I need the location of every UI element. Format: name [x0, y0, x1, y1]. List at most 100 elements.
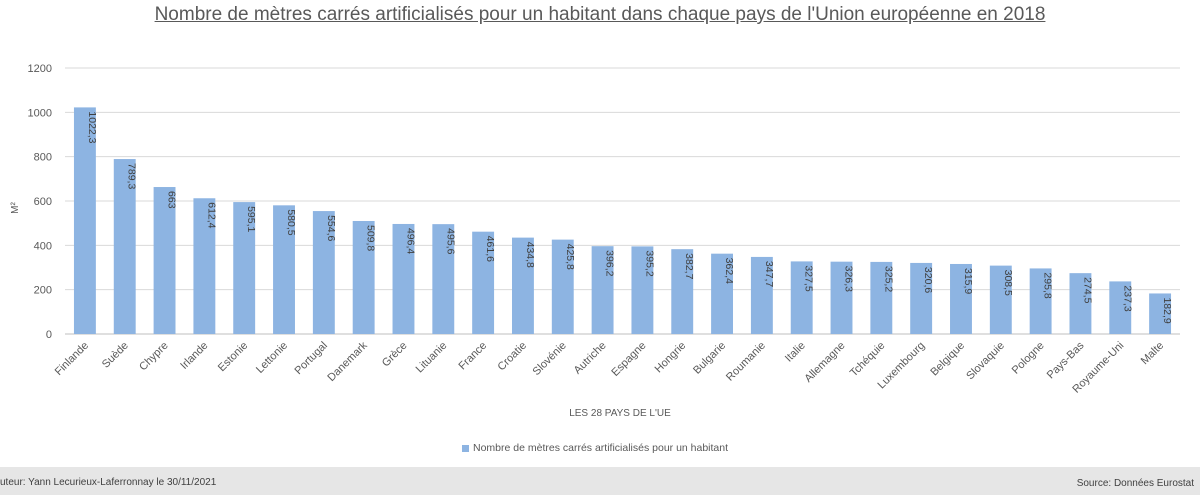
- data-label: 382,7: [683, 253, 695, 279]
- data-label: 595,1: [245, 206, 257, 232]
- data-label: 326,3: [843, 266, 855, 292]
- bar: [1069, 273, 1092, 334]
- footer-source: Source: Données Eurostat: [1076, 478, 1194, 489]
- bar: [551, 239, 574, 334]
- data-label: 495,6: [444, 228, 456, 254]
- x-tick-label: Grèce: [380, 340, 410, 370]
- bar: [830, 261, 853, 334]
- bar: [312, 211, 335, 334]
- data-label: 789,3: [126, 163, 138, 189]
- x-tick-label: Portugal: [292, 340, 329, 377]
- bar: [392, 223, 415, 334]
- bar: [472, 231, 495, 334]
- x-tick-label: Slovaquie: [964, 340, 1007, 383]
- data-label: 308,5: [1002, 270, 1014, 296]
- x-tick-label: Malte: [1139, 340, 1167, 368]
- legend-swatch: [462, 444, 469, 452]
- x-tick-label: Danemark: [325, 339, 370, 384]
- x-tick-label: Bulgarie: [691, 340, 728, 377]
- chart-title: Nombre de mètres carrés artificialisés p…: [154, 4, 1046, 25]
- x-tick-label: Hongrie: [653, 340, 689, 376]
- x-tick-label: Pologne: [1010, 340, 1047, 377]
- data-label: 315,9: [962, 268, 974, 294]
- x-tick-label: Belgique: [928, 340, 967, 379]
- data-label: 237,3: [1121, 285, 1133, 311]
- bar: [671, 249, 694, 334]
- y-tick-label: 800: [34, 152, 52, 164]
- x-tick-label: Chypre: [137, 340, 171, 374]
- data-label: 434,8: [524, 242, 536, 268]
- bar: [870, 261, 893, 334]
- bar: [511, 237, 534, 334]
- x-tick-label: Italie: [783, 340, 808, 365]
- data-label: 425,8: [564, 244, 576, 270]
- y-tick-label: 0: [46, 329, 52, 341]
- bar: [273, 205, 295, 334]
- x-tick-label: Tchéquie: [848, 340, 888, 380]
- data-label: 554,6: [325, 215, 337, 241]
- x-tick-label: Allemagne: [802, 340, 847, 385]
- bar: [233, 202, 256, 334]
- x-tick-label: Finlande: [53, 340, 91, 378]
- data-label: 327,5: [803, 265, 815, 291]
- bars: [73, 107, 1172, 334]
- x-tick-label: Slovénie: [531, 340, 569, 378]
- x-axis-title: LES 28 PAYS DE L'UE: [569, 408, 671, 419]
- data-label: 182,9: [1161, 297, 1173, 323]
- x-tick-label: Estonie: [216, 340, 250, 374]
- bar: [711, 253, 734, 334]
- data-label: 612,4: [205, 202, 217, 228]
- bar: [73, 107, 96, 334]
- x-tick-label: Pays-Bas: [1045, 339, 1087, 381]
- bar: [352, 220, 375, 334]
- y-tick-label: 1000: [28, 107, 52, 119]
- bar: [950, 263, 972, 334]
- data-label: 580,5: [285, 209, 297, 235]
- data-label: 509,8: [365, 225, 377, 251]
- data-label: 496,4: [404, 228, 416, 254]
- data-label: 325,2: [882, 266, 894, 292]
- footer-bar: [0, 467, 1200, 495]
- x-tick-label: Espagne: [609, 340, 648, 379]
- chart-plot: 0 200 400 600 800 1000 1200 1022,3 789,3 663 612,…: [10, 63, 1180, 419]
- bar: [1149, 293, 1172, 334]
- data-label: 347,7: [763, 261, 775, 287]
- bar: [750, 256, 773, 334]
- legend-label: Nombre de mètres carrés artificialisés p…: [473, 442, 729, 454]
- x-axis-categories: Finlande Suède Chypre Irlande Estonie Lettoni…: [53, 339, 1167, 395]
- bar: [790, 261, 813, 334]
- x-tick-label: Lettonie: [254, 340, 290, 376]
- bar: [153, 187, 176, 334]
- bar: [1029, 268, 1052, 334]
- bar: [631, 246, 654, 334]
- data-label: 274,5: [1081, 277, 1093, 303]
- bar: [910, 262, 933, 334]
- x-tick-label: Croatie: [496, 340, 530, 374]
- y-tick-label: 1200: [28, 63, 52, 75]
- x-tick-label: Autriche: [572, 340, 609, 377]
- bar: [989, 265, 1012, 334]
- data-label: 663: [166, 191, 178, 209]
- bar: [193, 198, 216, 334]
- data-label: 1022,3: [86, 111, 98, 143]
- y-tick-label: 600: [34, 196, 52, 208]
- x-tick-label: Roumanie: [724, 340, 768, 384]
- data-label: 396,2: [604, 250, 616, 276]
- bar: [432, 224, 455, 334]
- data-label: 362,4: [723, 258, 735, 284]
- data-label: 395,2: [643, 250, 655, 276]
- bar: [1109, 281, 1132, 334]
- legend: Nombre de mètres carrés artificialisés p…: [462, 442, 728, 454]
- y-axis-ticks: 0 200 400 600 800 1000 1200: [28, 63, 52, 341]
- data-labels: 1022,3 789,3 663 612,4 595,1 580,5 554,6 509,8 4…: [86, 111, 1173, 324]
- x-tick-label: Lituanie: [414, 340, 450, 376]
- y-tick-label: 400: [34, 240, 52, 252]
- data-label: 461,6: [484, 236, 496, 262]
- data-label: 320,6: [922, 267, 934, 293]
- y-tick-label: 200: [34, 285, 52, 297]
- footer-author: uteur: Yann Lecurieux-Laferronnay le 30/…: [0, 477, 217, 488]
- y-axis-title: M²: [10, 202, 21, 214]
- x-tick-label: France: [457, 340, 490, 373]
- x-tick-label: Suède: [100, 340, 131, 371]
- data-label: 295,8: [1042, 272, 1054, 298]
